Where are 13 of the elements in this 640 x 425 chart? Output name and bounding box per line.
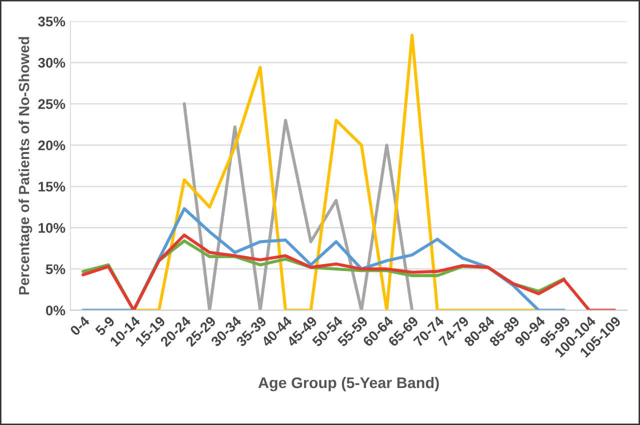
- y-tick-label: 10%: [38, 223, 66, 233]
- y-tick-label: 15%: [38, 182, 66, 192]
- y-axis-title: Percentage of Patients of No-Showed: [18, 37, 32, 294]
- y-tick-label: 35%: [38, 16, 66, 26]
- y-tick-label: 5%: [46, 264, 66, 274]
- y-tick-label: 20%: [38, 140, 66, 150]
- line-series: [82, 234, 616, 310]
- y-tick-label: 0%: [46, 306, 66, 316]
- x-tick-label: 0-4: [70, 315, 90, 336]
- x-axis-title: Age Group (5-Year Band): [258, 376, 439, 392]
- line-series: [182, 102, 414, 310]
- y-tick-label: 30%: [38, 58, 66, 68]
- y-tick-label: 25%: [38, 99, 66, 109]
